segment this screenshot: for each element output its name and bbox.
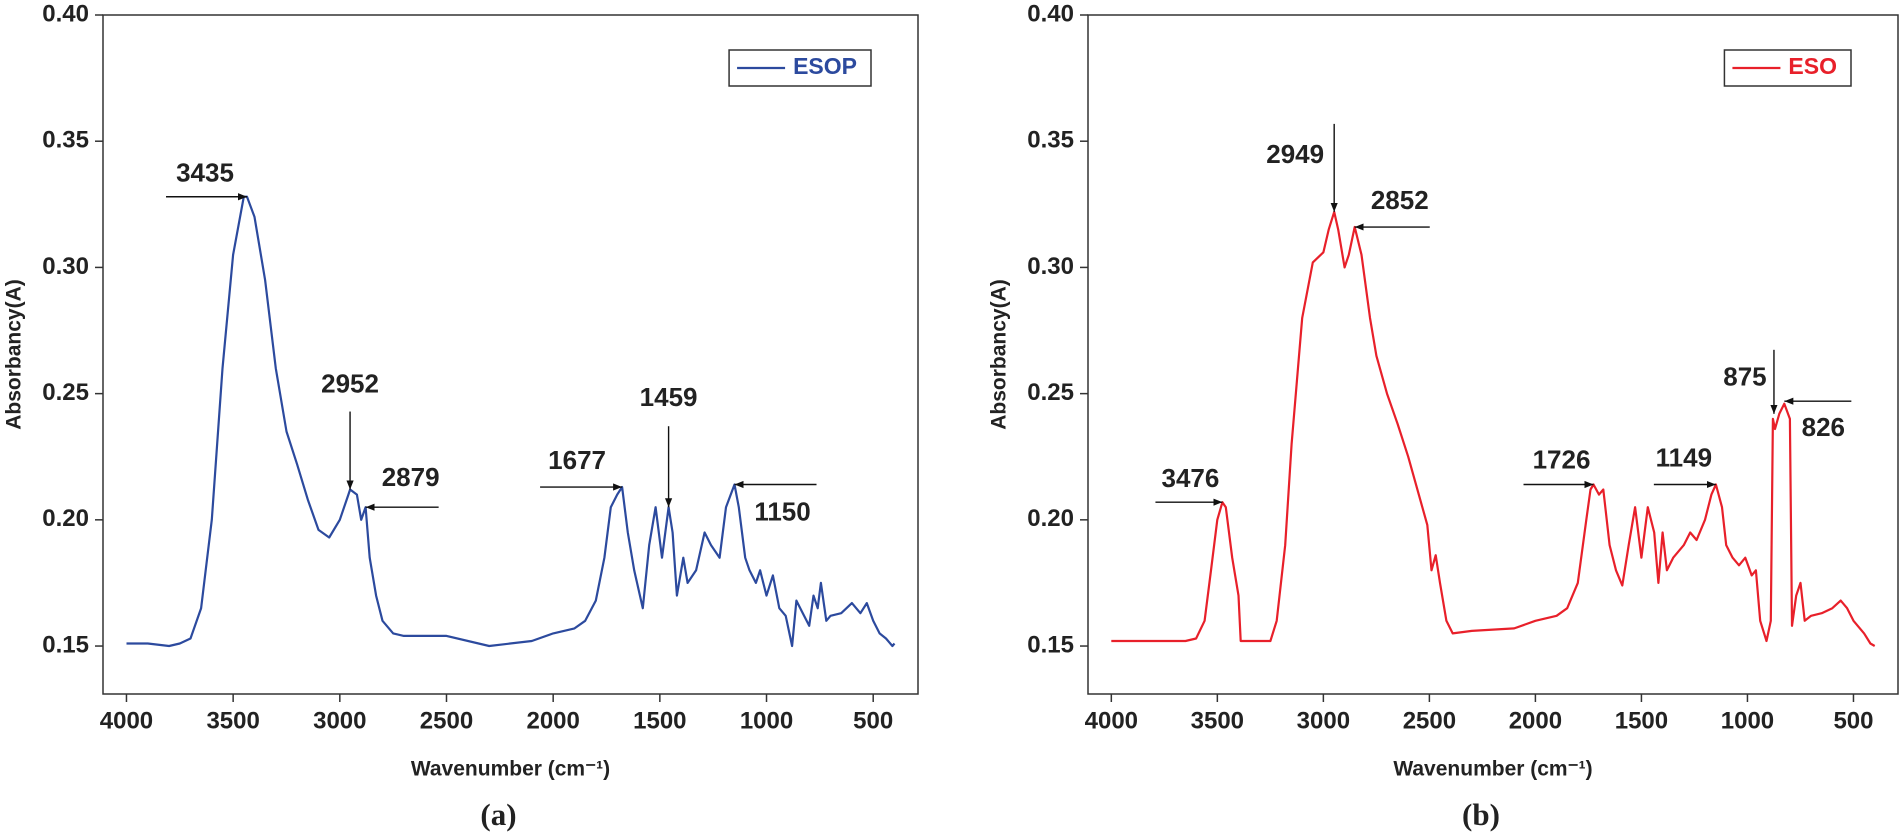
annotation-label: 3435	[176, 158, 234, 188]
x-tick-label: 1000	[1721, 707, 1774, 734]
y-tick-label: 0.35	[42, 127, 89, 154]
plot-frame	[102, 14, 919, 695]
legend-label: ESOP	[793, 53, 857, 79]
x-tick-label: 4000	[100, 707, 153, 734]
y-tick-label: 0.25	[42, 379, 89, 406]
y-tick-label: 0.15	[42, 631, 89, 658]
annotation-label: 2852	[1371, 185, 1429, 215]
legend-label: ESO	[1788, 53, 1837, 79]
y-tick-label: 0.15	[1027, 631, 1074, 658]
spectrum-line	[1111, 210, 1876, 647]
x-tick-label: 2000	[526, 707, 579, 734]
x-tick-label: 3000	[313, 707, 366, 734]
annotation-label: 826	[1802, 412, 1845, 442]
y-tick-label: 0.40	[1027, 0, 1074, 27]
x-axis-label: Wavenumber (cm⁻¹)	[1393, 758, 1592, 781]
annotation-label: 1150	[754, 496, 810, 526]
x-tick-label: 2000	[1509, 707, 1562, 734]
spectrum-line	[126, 195, 896, 648]
panel: 4000 3500 3000 2500 2000 1500 1000 500 0.15 0.20 0…	[3, 0, 919, 832]
caption: (b)	[1462, 797, 1500, 832]
y-tick-label: 0.40	[42, 0, 89, 27]
y-tick-label: 0.35	[1027, 127, 1074, 154]
annotation-label: 1677	[548, 445, 606, 475]
y-axis-label: Absorbancy(A)	[988, 279, 1011, 430]
annotation-label: 2949	[1266, 139, 1324, 169]
plot-frame	[1087, 14, 1899, 695]
x-axis-label: Wavenumber (cm⁻¹)	[411, 758, 610, 781]
annotation-label: 3476	[1162, 463, 1220, 493]
x-tick-label: 1500	[633, 707, 686, 734]
y-tick-label: 0.20	[1027, 505, 1074, 532]
x-tick-label: 3000	[1297, 707, 1350, 734]
x-tick-label: 2500	[1403, 707, 1456, 734]
annotation-label: 1149	[1656, 442, 1712, 472]
annotation-label: 1459	[640, 382, 698, 412]
x-tick-label: 3500	[1191, 707, 1244, 734]
x-tick-label: 500	[853, 707, 893, 734]
x-tick-label: 3500	[206, 707, 259, 734]
y-tick-label: 0.25	[1027, 379, 1074, 406]
annotation-label: 1726	[1533, 444, 1591, 474]
y-tick-label: 0.30	[42, 253, 89, 280]
annotation-label: 875	[1723, 362, 1766, 392]
panel: 4000 3500 3000 2500 2000 1500 1000 500 0.15 0.20 0…	[988, 0, 1899, 832]
y-axis-label: Absorbancy(A)	[3, 279, 26, 430]
x-tick-label: 500	[1833, 707, 1873, 734]
y-tick-label: 0.20	[42, 505, 89, 532]
annotation-label: 2879	[382, 462, 440, 492]
x-tick-label: 4000	[1085, 707, 1138, 734]
y-tick-label: 0.30	[1027, 253, 1074, 280]
x-tick-label: 1500	[1615, 707, 1668, 734]
x-tick-label: 1000	[740, 707, 793, 734]
annotation-label: 2952	[321, 368, 379, 398]
x-tick-label: 2500	[420, 707, 473, 734]
caption: (a)	[480, 797, 516, 832]
